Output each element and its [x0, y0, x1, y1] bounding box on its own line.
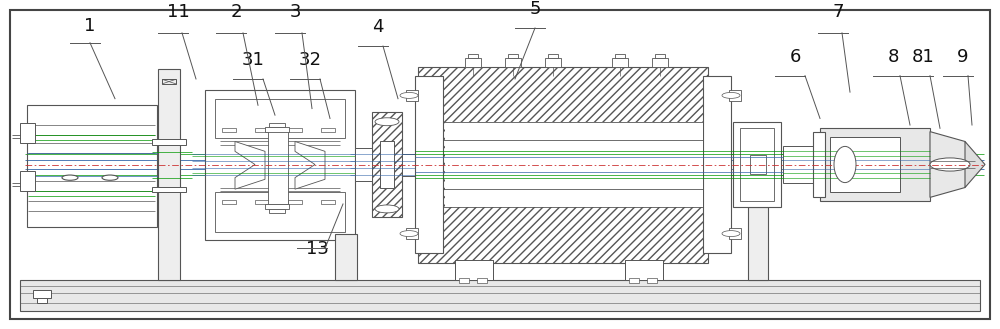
Bar: [406, 228, 418, 239]
Circle shape: [930, 158, 970, 171]
Bar: [335, 234, 357, 280]
Polygon shape: [965, 141, 985, 188]
Bar: [162, 79, 176, 84]
Bar: [265, 127, 289, 132]
Text: 32: 32: [298, 51, 322, 69]
Bar: [158, 69, 180, 280]
Bar: [20, 123, 35, 143]
Bar: [380, 141, 394, 188]
Polygon shape: [235, 141, 265, 189]
Text: 13: 13: [306, 240, 328, 258]
Bar: [740, 128, 774, 201]
Bar: [615, 54, 625, 58]
Text: 81: 81: [912, 48, 934, 66]
Circle shape: [375, 205, 399, 213]
Bar: [268, 128, 288, 204]
Bar: [222, 128, 236, 132]
Bar: [402, 154, 417, 176]
Bar: [733, 122, 781, 207]
Text: 8: 8: [887, 48, 899, 66]
Text: 11: 11: [167, 3, 189, 21]
Bar: [629, 278, 639, 283]
Bar: [288, 200, 302, 204]
Bar: [415, 76, 443, 253]
Text: 2: 2: [230, 3, 242, 21]
Text: 6: 6: [789, 48, 801, 66]
Bar: [269, 209, 285, 213]
Bar: [288, 128, 302, 132]
Bar: [647, 278, 657, 283]
Bar: [265, 204, 289, 209]
Bar: [372, 112, 402, 217]
Bar: [215, 99, 345, 138]
Bar: [255, 128, 269, 132]
Bar: [729, 90, 741, 101]
Text: 5: 5: [529, 0, 541, 18]
Bar: [33, 290, 51, 298]
Bar: [830, 137, 900, 192]
Circle shape: [400, 92, 418, 98]
Bar: [321, 200, 335, 204]
Bar: [655, 54, 665, 58]
Bar: [406, 90, 418, 101]
Bar: [455, 260, 493, 280]
Bar: [20, 171, 35, 191]
Bar: [508, 54, 518, 58]
Circle shape: [102, 175, 118, 180]
Bar: [27, 105, 157, 227]
Circle shape: [722, 231, 740, 237]
Bar: [321, 128, 335, 132]
Bar: [612, 58, 628, 67]
Text: 7: 7: [832, 3, 844, 21]
Text: 3: 3: [289, 3, 301, 21]
Polygon shape: [930, 132, 975, 197]
Bar: [783, 146, 818, 183]
Bar: [445, 122, 703, 207]
Bar: [255, 200, 269, 204]
Bar: [468, 54, 478, 58]
Bar: [215, 192, 345, 232]
Bar: [269, 123, 285, 127]
Circle shape: [62, 175, 78, 180]
Bar: [813, 132, 825, 197]
Bar: [37, 298, 47, 303]
Bar: [729, 228, 741, 239]
Bar: [20, 280, 980, 311]
Bar: [703, 76, 731, 253]
Ellipse shape: [834, 146, 856, 183]
Bar: [748, 207, 768, 280]
Text: 1: 1: [84, 16, 96, 35]
Circle shape: [400, 231, 418, 237]
Bar: [625, 260, 663, 280]
Bar: [505, 58, 521, 67]
Circle shape: [375, 118, 399, 126]
Circle shape: [722, 92, 740, 98]
Polygon shape: [295, 141, 325, 189]
Bar: [652, 58, 668, 67]
Text: 31: 31: [242, 51, 264, 69]
Bar: [222, 200, 236, 204]
Bar: [545, 58, 561, 67]
Bar: [820, 128, 930, 201]
Bar: [459, 278, 469, 283]
Bar: [205, 90, 355, 240]
Text: 4: 4: [372, 18, 384, 36]
Bar: [548, 54, 558, 58]
Bar: [465, 58, 481, 67]
Text: 9: 9: [957, 48, 969, 66]
Bar: [750, 155, 766, 174]
Bar: [418, 67, 708, 263]
Bar: [477, 278, 487, 283]
Bar: [152, 139, 186, 145]
Bar: [152, 187, 186, 192]
Bar: [355, 148, 372, 181]
